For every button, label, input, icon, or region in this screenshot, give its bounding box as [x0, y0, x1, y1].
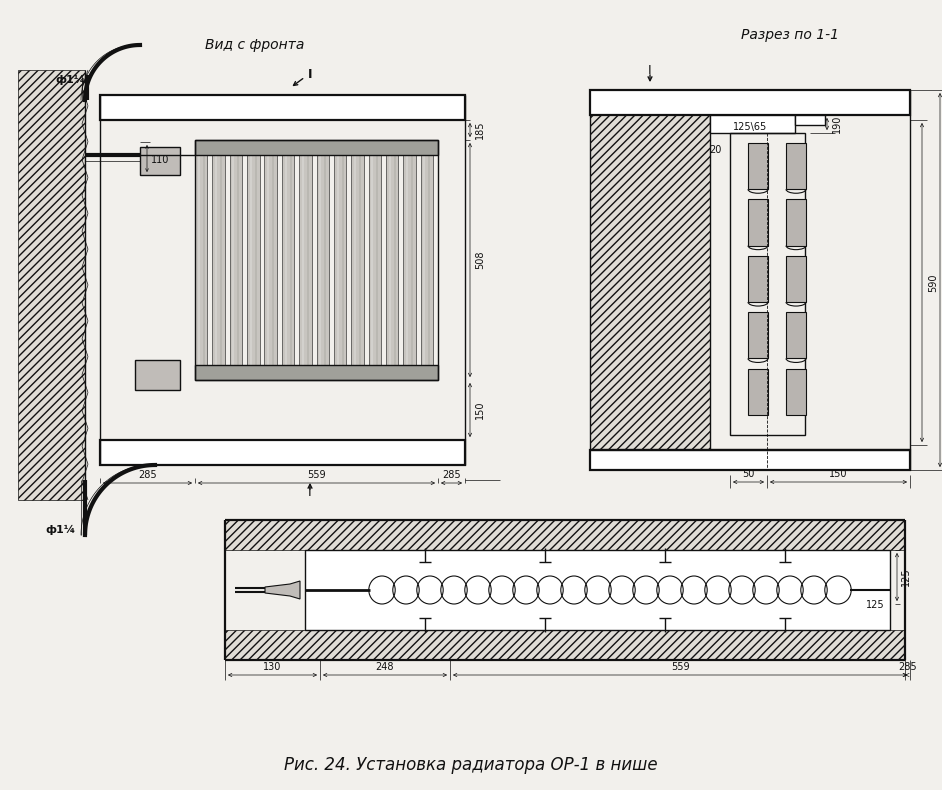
Text: 248: 248	[376, 662, 395, 672]
Bar	[282, 148, 294, 372]
Bar	[18, 70, 85, 500]
Bar	[786, 199, 806, 246]
Text: 590: 590	[928, 273, 938, 292]
Bar	[786, 256, 806, 302]
Text: 285: 285	[138, 470, 156, 480]
Bar	[786, 312, 806, 359]
Text: I: I	[308, 69, 312, 81]
Bar	[305, 550, 890, 630]
Bar	[386, 140, 398, 152]
Bar	[230, 140, 242, 152]
Bar	[403, 140, 415, 152]
Text: 150: 150	[829, 469, 848, 479]
Bar	[195, 365, 438, 380]
Bar	[590, 90, 910, 115]
Bar	[317, 140, 329, 152]
Bar	[786, 143, 806, 190]
Bar	[786, 369, 806, 415]
Bar	[710, 115, 795, 133]
Bar	[247, 148, 260, 372]
Bar	[403, 148, 415, 372]
Bar	[195, 140, 438, 155]
Bar	[368, 140, 382, 152]
Polygon shape	[265, 581, 300, 599]
Bar	[300, 368, 312, 380]
Text: 285: 285	[898, 662, 917, 672]
Bar	[333, 140, 347, 152]
Bar	[590, 90, 710, 470]
Bar	[282, 140, 294, 152]
Bar	[386, 368, 398, 380]
Bar	[748, 369, 768, 415]
Bar	[748, 199, 768, 246]
Bar	[230, 148, 242, 372]
Bar	[351, 368, 364, 380]
Text: 508: 508	[475, 250, 485, 269]
Bar	[195, 140, 438, 380]
Text: 20: 20	[708, 145, 722, 155]
Text: 125: 125	[866, 600, 885, 610]
Text: Разрез по 1-1: Разрез по 1-1	[741, 28, 839, 42]
Text: 559: 559	[671, 662, 690, 672]
Bar	[212, 140, 225, 152]
Text: 125: 125	[901, 568, 911, 586]
Bar	[195, 140, 207, 152]
Bar	[421, 148, 433, 372]
Bar	[265, 148, 277, 372]
Bar	[333, 148, 347, 372]
Text: I: I	[308, 487, 312, 499]
Bar	[230, 368, 242, 380]
Bar	[590, 450, 910, 470]
Bar	[403, 368, 415, 380]
Text: Вид с фронта: Вид с фронта	[205, 38, 304, 52]
Bar	[421, 368, 433, 380]
Bar	[225, 520, 905, 550]
Text: ф1¼: ф1¼	[45, 525, 75, 535]
Bar	[100, 95, 465, 120]
Text: 185: 185	[475, 121, 485, 139]
Bar	[333, 368, 347, 380]
Bar	[100, 440, 465, 465]
Bar	[195, 368, 207, 380]
Bar	[282, 368, 294, 380]
Text: 150: 150	[475, 401, 485, 419]
Bar	[135, 360, 180, 390]
Bar	[317, 148, 329, 372]
Bar	[368, 368, 382, 380]
Bar	[140, 147, 180, 175]
Text: 130: 130	[264, 662, 282, 672]
Bar	[225, 630, 905, 660]
Text: I: I	[648, 63, 652, 77]
Bar	[212, 368, 225, 380]
Bar	[730, 133, 805, 435]
Text: 125\65: 125\65	[733, 122, 767, 132]
Bar	[247, 140, 260, 152]
Bar	[351, 140, 364, 152]
Bar	[265, 368, 277, 380]
Bar	[748, 312, 768, 359]
Text: 559: 559	[307, 470, 326, 480]
Text: 110: 110	[151, 155, 170, 165]
Bar	[317, 368, 329, 380]
Bar	[195, 148, 207, 372]
Text: Рис. 24. Установка радиатора ОР-1 в нише: Рис. 24. Установка радиатора ОР-1 в нише	[284, 756, 658, 774]
Bar	[748, 143, 768, 190]
Text: 50: 50	[742, 469, 755, 479]
Text: 285: 285	[442, 470, 461, 480]
Bar	[368, 148, 382, 372]
Bar	[300, 148, 312, 372]
Text: 190: 190	[832, 115, 842, 134]
Bar	[212, 148, 225, 372]
Bar	[265, 140, 277, 152]
Bar	[247, 368, 260, 380]
Bar	[795, 115, 825, 125]
Bar	[386, 148, 398, 372]
Bar	[351, 148, 364, 372]
Bar	[300, 140, 312, 152]
Bar	[421, 140, 433, 152]
Text: ф1¼: ф1¼	[55, 75, 85, 85]
Bar	[748, 256, 768, 302]
